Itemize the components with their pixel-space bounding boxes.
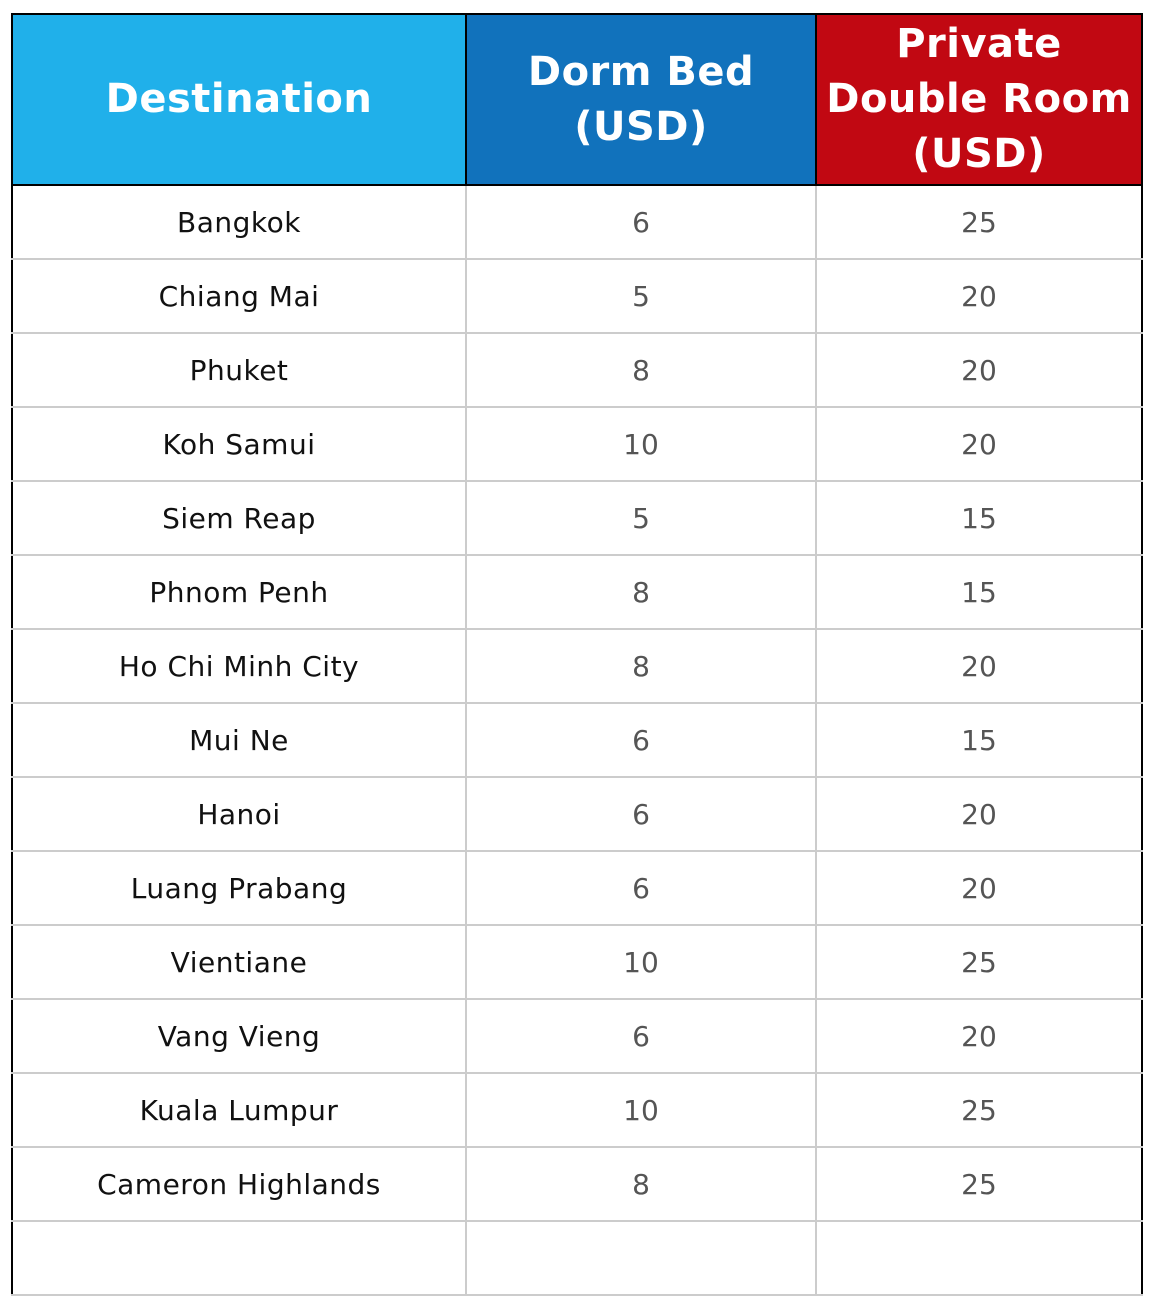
dorm-bed-cell: 8 — [465, 554, 817, 630]
dorm-bed-cell: 8 — [465, 1146, 817, 1222]
empty-cell — [815, 1220, 1142, 1296]
private-room-cell: 20 — [815, 628, 1142, 704]
dorm-bed-cell: 10 — [465, 406, 817, 482]
private-room-cell: 20 — [815, 998, 1142, 1074]
header-dorm-line: Dorm Bed — [527, 48, 755, 95]
destination-cell: Vientiane — [12, 924, 467, 1000]
dorm-bed-cell: 6 — [465, 998, 817, 1074]
table-row: Kuala Lumpur 10 25 — [12, 1072, 1142, 1148]
table-row: Phuket 8 20 — [12, 332, 1142, 408]
destination-cell: Ho Chi Minh City — [12, 628, 467, 704]
table-row: Vang Vieng 6 20 — [12, 998, 1142, 1074]
table-row: Siem Reap 5 15 — [12, 480, 1142, 556]
private-room-cell: 25 — [815, 924, 1142, 1000]
header-row: Destination Dorm Bed (USD) Private Doubl… — [11, 13, 1143, 186]
header-private-double-room: Private Double Room (USD) — [815, 13, 1143, 186]
header-dorm-bed: Dorm Bed (USD) — [465, 13, 817, 186]
private-room-cell: 25 — [815, 1072, 1142, 1148]
dorm-bed-cell: 6 — [465, 776, 817, 852]
table-row-partial — [12, 1220, 1142, 1296]
destination-cell: Mui Ne — [12, 702, 467, 778]
dorm-bed-cell: 8 — [465, 332, 817, 408]
private-room-cell: 20 — [815, 332, 1142, 408]
table-row: Mui Ne 6 15 — [12, 702, 1142, 778]
table-row: Koh Samui 10 20 — [12, 406, 1142, 482]
empty-cell — [12, 1220, 467, 1296]
header-dorm-line: (USD) — [574, 103, 708, 150]
private-room-cell: 20 — [815, 776, 1142, 852]
destination-cell: Kuala Lumpur — [12, 1072, 467, 1148]
destination-cell: Bangkok — [12, 184, 467, 260]
dorm-bed-cell: 6 — [465, 184, 817, 260]
header-private-line: Double Room — [826, 76, 1132, 122]
table-row: Chiang Mai 5 20 — [12, 258, 1142, 334]
table-row: Ho Chi Minh City 8 20 — [12, 628, 1142, 704]
dorm-bed-cell: 10 — [465, 924, 817, 1000]
hostel-price-table: Destination Dorm Bed (USD) Private Doubl… — [11, 13, 1143, 1296]
table-row: Bangkok 6 25 — [12, 184, 1142, 260]
table-row: Vientiane 10 25 — [12, 924, 1142, 1000]
destination-cell: Siem Reap — [12, 480, 467, 556]
table-row: Luang Prabang 6 20 — [12, 850, 1142, 926]
header-destination-label: Destination — [105, 76, 373, 122]
destination-cell: Phnom Penh — [12, 554, 467, 630]
destination-cell: Luang Prabang — [12, 850, 467, 926]
private-room-cell: 20 — [815, 406, 1142, 482]
private-room-cell: 20 — [815, 258, 1142, 334]
empty-cell — [465, 1220, 817, 1296]
table-row: Cameron Highlands 8 25 — [12, 1146, 1142, 1222]
destination-cell: Koh Samui — [12, 406, 467, 482]
dorm-bed-cell: 8 — [465, 628, 817, 704]
dorm-bed-cell: 6 — [465, 702, 817, 778]
dorm-bed-cell: 10 — [465, 1072, 817, 1148]
table-row: Phnom Penh 8 15 — [12, 554, 1142, 630]
destination-cell: Vang Vieng — [12, 998, 467, 1074]
header-destination: Destination — [11, 13, 467, 186]
private-room-cell: 15 — [815, 554, 1142, 630]
private-room-cell: 20 — [815, 850, 1142, 926]
private-room-cell: 25 — [815, 1146, 1142, 1222]
destination-cell: Phuket — [12, 332, 467, 408]
header-private-line: Private — [896, 21, 1062, 67]
header-private-line: (USD) — [912, 131, 1046, 177]
private-room-cell: 15 — [815, 702, 1142, 778]
dorm-bed-cell: 5 — [465, 480, 817, 556]
destination-cell: Cameron Highlands — [12, 1146, 467, 1222]
destination-cell: Chiang Mai — [12, 258, 467, 334]
private-room-cell: 25 — [815, 184, 1142, 260]
dorm-bed-cell: 6 — [465, 850, 817, 926]
private-room-cell: 15 — [815, 480, 1142, 556]
dorm-bed-cell: 5 — [465, 258, 817, 334]
destination-cell: Hanoi — [12, 776, 467, 852]
table-row: Hanoi 6 20 — [12, 776, 1142, 852]
